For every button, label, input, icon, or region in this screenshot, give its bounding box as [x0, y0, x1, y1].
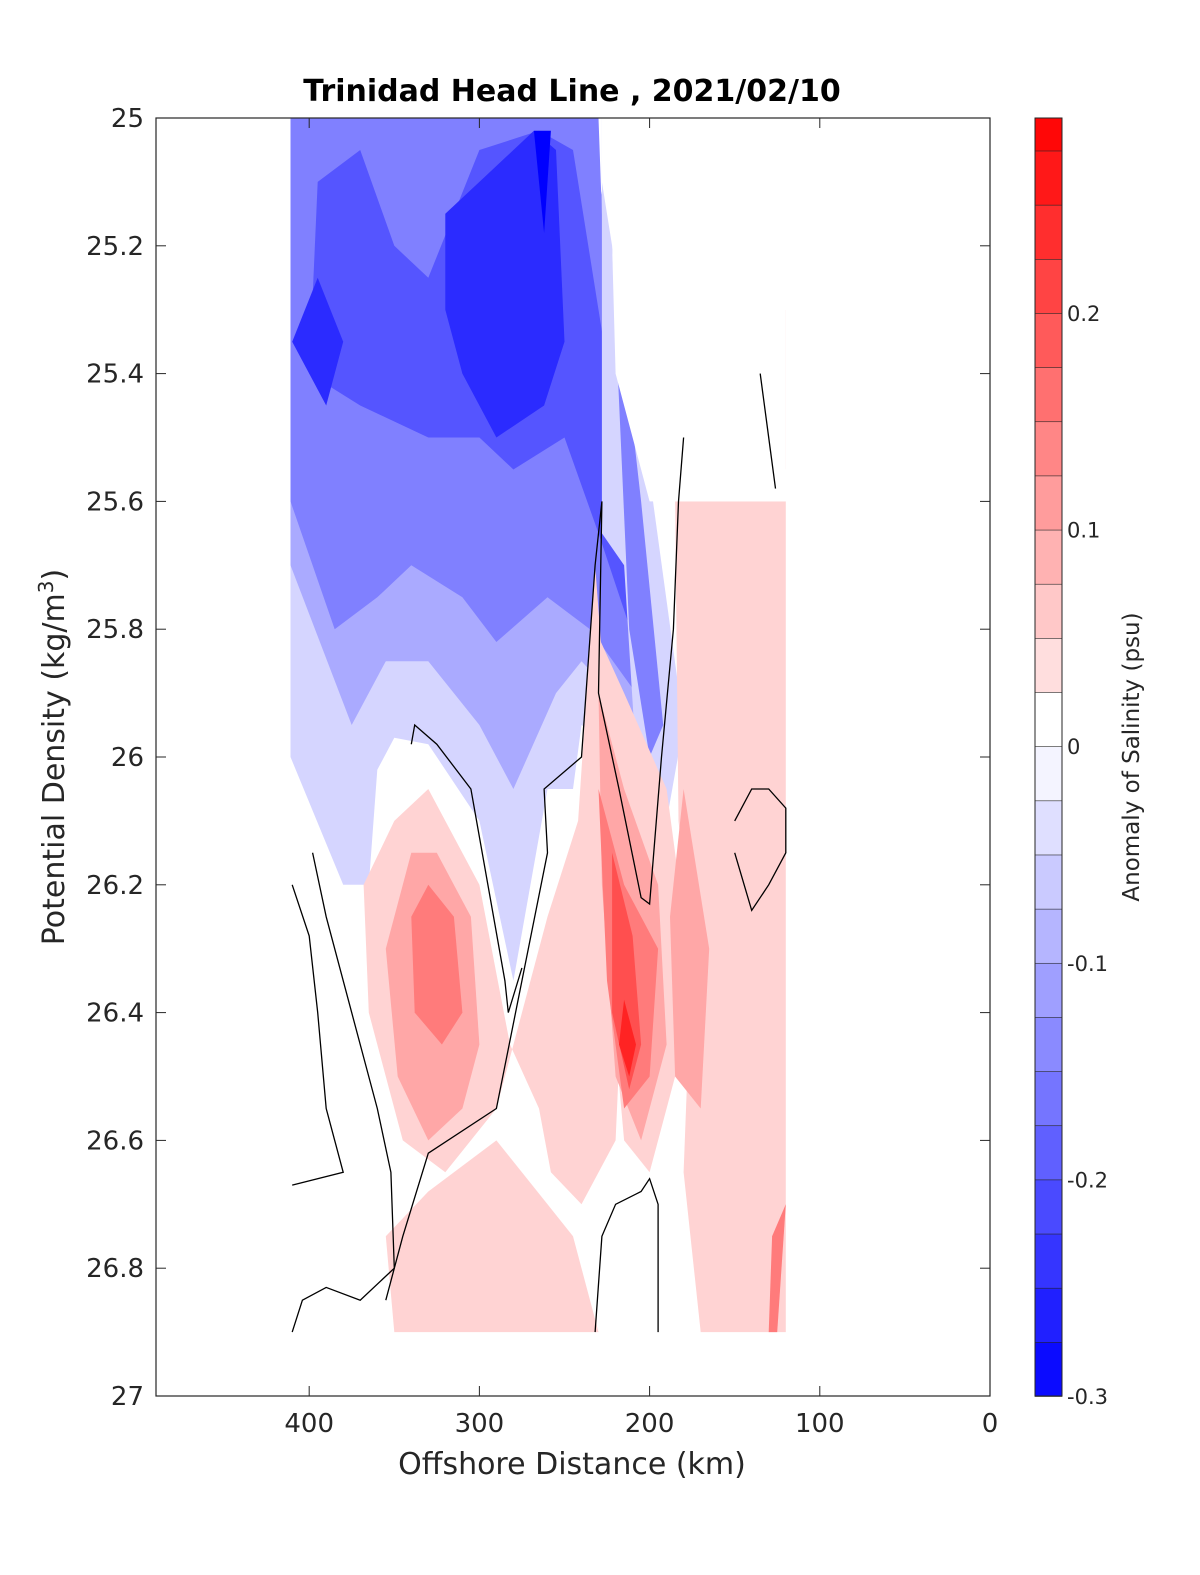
colorbar-band: [1034, 1070, 1063, 1127]
colorbar-band: [1034, 1287, 1063, 1343]
positive-deep-20: [385, 1140, 599, 1333]
colorbar-frame: [1034, 117, 1063, 1397]
nodata-block-0: [601, 118, 786, 502]
zero-contour-2: [385, 437, 685, 1301]
colorbar-ticks: 0.2 0.1 0 -0.1 -0.2 -0.3: [1067, 302, 1108, 1409]
x-axis: 400 300 200 100 0: [284, 118, 998, 1439]
zero-contour-4: [594, 1177, 659, 1333]
colorbar-band: [1034, 258, 1063, 314]
y-tick-label: 25.4: [86, 360, 144, 390]
x-tick-label: 300: [455, 1409, 505, 1439]
colorbar: 0.2 0.1 0 -0.1 -0.2 -0.3: [1034, 117, 1108, 1409]
zero-contour-6: [734, 788, 787, 912]
zero-contour-5: [759, 373, 777, 489]
colorbar-band: [1034, 1233, 1063, 1289]
y-tick-label: 25.6: [86, 487, 144, 517]
y-tick-label: 26.4: [86, 999, 144, 1029]
colorbar-bands: [1034, 117, 1063, 1397]
y-tick-label: 25: [111, 104, 144, 134]
colorbar-band: [1034, 854, 1063, 910]
colorbar-tick-label: 0.1: [1067, 519, 1100, 543]
y-tick-label: 26: [111, 743, 144, 773]
colorbar-tick-label: -0.2: [1067, 1168, 1108, 1192]
y-axis: 25 25.2 25.4 25.6 25.8 26 26.2 26.4 26.6 26.8 27: [86, 104, 990, 1412]
x-axis-label: Offshore Distance (km): [398, 1447, 746, 1482]
positive-near-shore-18: [670, 789, 710, 1109]
x-tick-label: 100: [795, 1409, 845, 1439]
chart-title: Trinidad Head Line , 2021/02/10: [303, 74, 840, 109]
zero-contour-0: [291, 884, 344, 1186]
zero-contour-lines: [291, 373, 787, 1333]
colorbar-band: [1034, 583, 1063, 639]
colorbar-band: [1034, 150, 1063, 206]
y-tick-label: 27: [111, 1382, 144, 1412]
colorbar-band: [1034, 745, 1063, 802]
colorbar-band: [1034, 204, 1063, 260]
y-axis-label-main: Potential Density (kg/m: [37, 593, 72, 945]
colorbar-band: [1034, 691, 1063, 747]
negative-upper-offshore-6: [533, 130, 551, 233]
y-axis-label-close: ): [37, 569, 72, 581]
y-tick-label: 26.6: [86, 1126, 144, 1156]
y-tick-label: 26.8: [86, 1254, 144, 1284]
positive-inshore-core-15: [612, 852, 642, 1090]
negative-upper-offshore-4: [292, 277, 344, 406]
y-tick-label: 26.2: [86, 871, 144, 901]
y-axis-label: Potential Density (kg/m3): [34, 569, 72, 945]
positive-inshore-core-11: [411, 884, 463, 1045]
x-tick-label: 0: [982, 1409, 999, 1439]
colorbar-band: [1034, 1341, 1063, 1397]
positive-inshore-core-16: [619, 999, 636, 1077]
colorbar-label: Anomaly of Salinity (psu): [1119, 612, 1145, 901]
colorbar-band: [1034, 117, 1063, 152]
x-tick-label: 400: [284, 1409, 334, 1439]
positive-near-shore-19: [768, 1204, 786, 1333]
colorbar-tick-label: 0: [1067, 735, 1080, 759]
plot-area: 400 300 200 100 0 25 25.2 25.4 25.6 25.8 26 26.2 26…: [86, 104, 998, 1439]
colorbar-tick-label: 0.2: [1067, 302, 1100, 326]
colorbar-band: [1034, 800, 1063, 856]
positive-near-shore-17: [675, 501, 786, 1333]
colorbar-band: [1034, 420, 1063, 477]
zero-contour-1: [291, 852, 395, 1333]
colorbar-band: [1034, 908, 1063, 964]
colorbar-band: [1034, 962, 1063, 1018]
colorbar-tick-label: -0.1: [1067, 952, 1108, 976]
colorbar-band: [1034, 312, 1063, 368]
x-tick-label: 200: [625, 1409, 675, 1439]
zero-contour-3: [410, 723, 523, 1013]
colorbar-band: [1034, 529, 1063, 585]
colorbar-band: [1034, 1016, 1063, 1072]
y-tick-label: 25.2: [86, 232, 144, 262]
negative-upper-offshore-5: [445, 130, 565, 438]
colorbar-tick-label: -0.3: [1067, 1385, 1108, 1409]
contour-fills: [290, 118, 786, 1333]
colorbar-band: [1034, 1179, 1063, 1235]
colorbar-band: [1034, 366, 1063, 423]
colorbar-band: [1034, 475, 1063, 531]
colorbar-band: [1034, 1124, 1063, 1181]
colorbar-band: [1034, 637, 1063, 693]
y-axis-label-superscript: 3: [34, 580, 58, 593]
y-tick-label: 25.8: [86, 615, 144, 645]
